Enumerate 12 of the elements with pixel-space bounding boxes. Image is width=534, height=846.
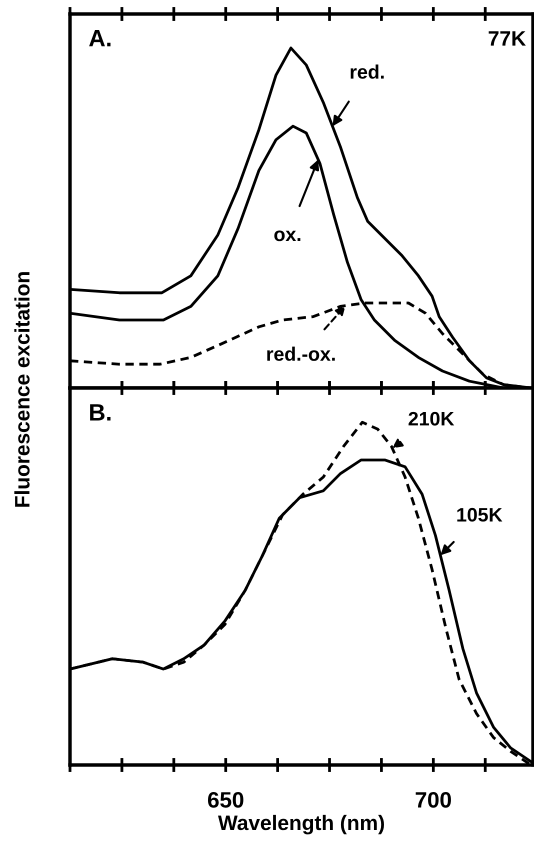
y-axis-title: Fluorescence excitation: [14, 272, 30, 507]
x-axis-title: Wavelength (nm): [218, 814, 384, 834]
series-label: ox.: [274, 230, 300, 242]
text: 77K: [488, 31, 526, 46]
text: B.: [90, 404, 111, 420]
series-label: 105K: [457, 508, 502, 522]
x-tick-label: 650: [208, 792, 244, 808]
series-label: 210K: [408, 412, 454, 426]
legend-label: red.-ox.: [267, 346, 335, 361]
x-tick-label: 700: [416, 792, 451, 808]
text: A.: [89, 30, 111, 46]
series-label: red.: [350, 64, 384, 79]
